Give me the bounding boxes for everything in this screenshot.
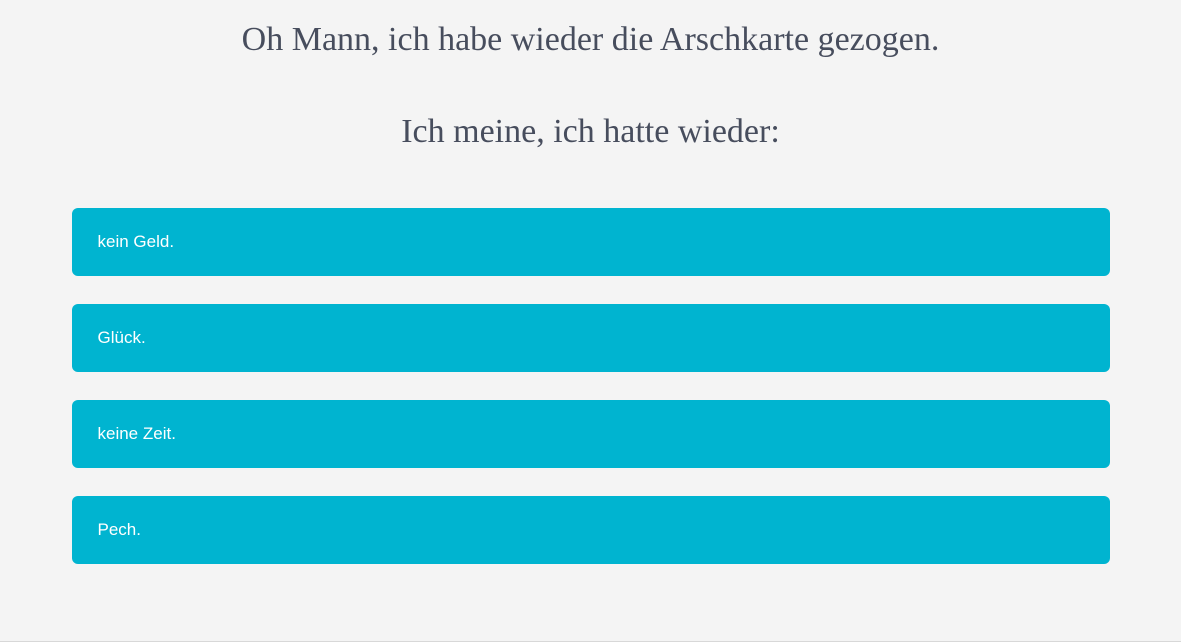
option-label: keine Zeit. bbox=[98, 424, 176, 444]
option-label: Glück. bbox=[98, 328, 146, 348]
option-label: Pech. bbox=[98, 520, 141, 540]
question-line-1: Oh Mann, ich habe wieder die Arschkarte … bbox=[242, 18, 940, 62]
options-container: kein Geld. Glück. keine Zeit. Pech. bbox=[72, 208, 1110, 564]
option-button-0[interactable]: kein Geld. bbox=[72, 208, 1110, 276]
option-button-2[interactable]: keine Zeit. bbox=[72, 400, 1110, 468]
option-button-1[interactable]: Glück. bbox=[72, 304, 1110, 372]
option-button-3[interactable]: Pech. bbox=[72, 496, 1110, 564]
option-label: kein Geld. bbox=[98, 232, 175, 252]
question-line-2: Ich meine, ich hatte wieder: bbox=[401, 110, 780, 154]
